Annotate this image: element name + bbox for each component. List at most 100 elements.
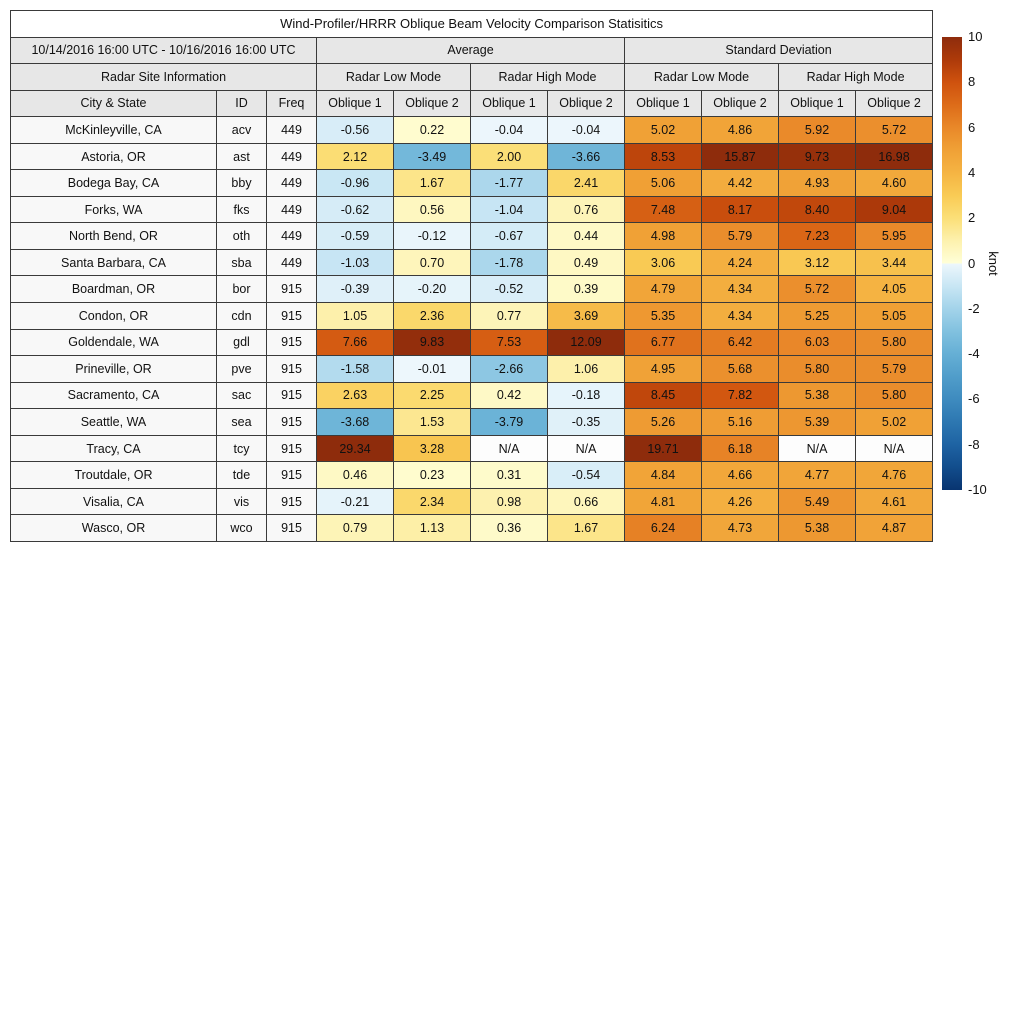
site-id-cell: bor (216, 275, 267, 304)
table-row: Goldendale, WA gdl 915 7.66 9.83 7.53 12.09 6.7… (10, 328, 934, 357)
table-row: Prineville, OR pve 915 -1.58 -0.01 -2.66 1.06 4… (10, 355, 934, 383)
value-cell: 6.03 (778, 328, 856, 357)
value-cell: 29.34 (316, 434, 394, 463)
site-id-cell: acv (216, 116, 267, 144)
value-cell: -1.77 (470, 169, 548, 197)
freq-cell: 915 (266, 328, 317, 357)
page-title: Wind-Profiler/HRRR Oblique Beam Velocity… (9, 10, 934, 38)
colorbar-unit: knot (980, 243, 1006, 283)
table-row: Tracy, CA tcy 915 29.34 3.28 N/A N/A 19.71 6.18 N… (10, 434, 934, 463)
site-id-cell: pve (216, 355, 267, 383)
table-row: Troutdale, OR tde 915 0.46 0.23 0.31 -0.54 4.84… (10, 461, 934, 489)
col-header-id: ID (216, 89, 267, 118)
city-cell: Forks, WA (10, 195, 217, 224)
value-cell: -0.04 (470, 116, 548, 144)
value-cell: -0.21 (316, 487, 394, 516)
table-row: Wasco, OR wco 915 0.79 1.13 0.36 1.67 6.24 4.73 5… (10, 514, 934, 542)
value-cell: 0.70 (393, 248, 471, 277)
value-cell: 6.24 (624, 514, 702, 542)
value-cell: 4.24 (701, 248, 779, 277)
value-cell: -0.56 (316, 116, 394, 144)
city-cell: Tracy, CA (10, 434, 217, 463)
table-row: Bodega Bay, CA bby 449 -0.96 1.67 -1.77 2.41 5.… (10, 169, 934, 197)
value-cell: 0.49 (547, 248, 625, 277)
value-cell: -0.62 (316, 195, 394, 224)
value-cell: -0.59 (316, 222, 394, 250)
site-id-cell: cdn (216, 302, 267, 330)
col-header-oblique: Oblique 2 (854, 89, 934, 118)
table-row: North Bend, OR oth 449 -0.59 -0.12 -0.67 0.44 4… (10, 222, 934, 250)
value-cell: 4.87 (854, 514, 934, 542)
value-cell: 0.77 (470, 302, 548, 330)
col-header-oblique: Oblique 1 (470, 89, 548, 118)
colorbar-gradient (942, 37, 962, 490)
value-cell: 4.05 (854, 275, 934, 304)
value-cell: 2.12 (316, 142, 394, 171)
value-cell: 4.93 (778, 169, 856, 197)
value-cell: -1.58 (316, 355, 394, 383)
value-cell: 6.77 (624, 328, 702, 357)
value-cell: N/A (470, 434, 548, 463)
mode-header-avg-low: Radar Low Mode (316, 63, 471, 91)
city-cell: Bodega Bay, CA (10, 169, 217, 197)
value-cell: 5.80 (778, 355, 856, 383)
freq-cell: 449 (266, 222, 317, 250)
value-cell: 8.53 (624, 142, 702, 171)
value-cell: 4.84 (624, 461, 702, 489)
title-row: Wind-Profiler/HRRR Oblique Beam Velocity… (9, 10, 934, 38)
site-id-cell: sea (216, 408, 267, 436)
site-id-cell: wco (216, 514, 267, 542)
value-cell: 0.46 (316, 461, 394, 489)
freq-cell: 449 (266, 169, 317, 197)
value-cell: 5.80 (854, 381, 934, 410)
freq-cell: 915 (266, 434, 317, 463)
value-cell: 5.38 (778, 514, 856, 542)
value-cell: 1.13 (393, 514, 471, 542)
group-header-row: 10/14/2016 16:00 UTC - 10/16/2016 16:00 … (10, 36, 934, 65)
colorbar-tick-label: 0 (968, 255, 976, 271)
freq-cell: 449 (266, 248, 317, 277)
site-id-cell: sba (216, 248, 267, 277)
col-header-oblique: Oblique 1 (778, 89, 856, 118)
table-row: Boardman, OR bor 915 -0.39 -0.20 -0.52 0.39 4.7… (10, 275, 934, 304)
value-cell: N/A (547, 434, 625, 463)
value-cell: 5.80 (854, 328, 934, 357)
value-cell: 0.76 (547, 195, 625, 224)
value-cell: 6.18 (701, 434, 779, 463)
city-cell: McKinleyville, CA (10, 116, 217, 144)
value-cell: 1.67 (547, 514, 625, 542)
value-cell: -0.52 (470, 275, 548, 304)
value-cell: 5.79 (854, 355, 934, 383)
value-cell: 4.81 (624, 487, 702, 516)
city-cell: Santa Barbara, CA (10, 248, 217, 277)
value-cell: 4.34 (701, 302, 779, 330)
value-cell: 5.79 (701, 222, 779, 250)
freq-cell: 915 (266, 514, 317, 542)
col-header-freq: Freq (266, 89, 317, 118)
value-cell: -0.20 (393, 275, 471, 304)
value-cell: 7.82 (701, 381, 779, 410)
freq-cell: 915 (266, 408, 317, 436)
value-cell: -0.67 (470, 222, 548, 250)
value-cell: 5.26 (624, 408, 702, 436)
site-id-cell: tde (216, 461, 267, 489)
value-cell: -0.35 (547, 408, 625, 436)
freq-cell: 449 (266, 142, 317, 171)
value-cell: 0.39 (547, 275, 625, 304)
site-id-cell: tcy (216, 434, 267, 463)
value-cell: 7.23 (778, 222, 856, 250)
value-cell: -0.01 (393, 355, 471, 383)
value-cell: 5.39 (778, 408, 856, 436)
value-cell: 1.67 (393, 169, 471, 197)
column-header-row: City & State ID Freq Oblique 1 Oblique 2… (10, 89, 934, 118)
mode-header-std-high: Radar High Mode (777, 63, 934, 91)
value-cell: 0.56 (393, 195, 471, 224)
col-header-oblique: Oblique 2 (701, 89, 779, 118)
freq-cell: 915 (266, 381, 317, 410)
value-cell: 9.73 (778, 142, 856, 171)
value-cell: 5.49 (778, 487, 856, 516)
value-cell: 4.77 (778, 461, 856, 489)
std-dev-group-header: Standard Deviation (623, 36, 934, 65)
col-header-oblique: Oblique 2 (393, 89, 471, 118)
